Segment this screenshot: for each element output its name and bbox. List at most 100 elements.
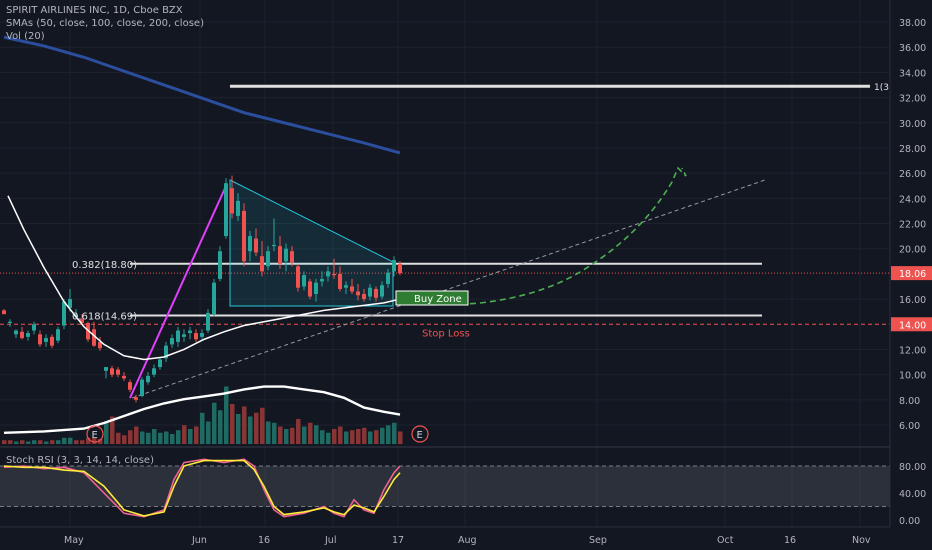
candle-body (296, 266, 300, 288)
candle-body (44, 338, 48, 342)
candle-body (362, 294, 366, 300)
volume-bar (116, 432, 121, 444)
volume-bar (62, 437, 67, 444)
volume-bar (302, 426, 307, 444)
sma-lines (3, 35, 401, 361)
volume-bar (200, 412, 205, 444)
candle-body (374, 288, 378, 298)
volume-bar (152, 429, 157, 444)
volume-bar (320, 430, 325, 444)
earnings-label: E (417, 430, 423, 441)
stoch-tick: 40.00 (899, 489, 926, 500)
candle-body (110, 368, 114, 375)
volume-bar (254, 412, 259, 444)
sma-legend[interactable]: SMAs (50, close, 100, close, 200, close) (6, 18, 204, 29)
volume-bar (326, 432, 331, 444)
candle-body (50, 336, 54, 346)
candle-body (212, 282, 216, 315)
candle-body (218, 251, 222, 279)
volume-bar (242, 406, 247, 444)
stoch-legend-wrap: Stoch RSI (3, 3, 14, 14, close) (6, 454, 154, 467)
price-tick: 36.00 (899, 43, 926, 54)
price-tick: 6.00 (899, 421, 920, 432)
candle-body (386, 272, 390, 284)
volume-bar (350, 430, 355, 444)
candle-body (188, 330, 192, 334)
candle-body (98, 341, 102, 349)
volume-bar (2, 440, 7, 444)
time-tick: 16 (258, 535, 270, 546)
volume-bar (176, 430, 181, 444)
volume-bar (230, 404, 235, 444)
time-tick: Jul (324, 535, 336, 546)
price-tick: 30.00 (899, 119, 926, 130)
time-tick: Oct (717, 535, 734, 546)
candle-body (272, 244, 276, 247)
candle-body (140, 379, 144, 397)
legend: SPIRIT AIRLINES INC, 1D, Cboe BZX SMAs (… (6, 4, 204, 43)
volume-bar (134, 426, 139, 444)
volume-bar (236, 414, 241, 444)
volume-bar (128, 430, 133, 444)
volume-legend[interactable]: Vol (20) (6, 31, 45, 42)
projection-path (399, 166, 687, 306)
stoch-k-line (3, 458, 401, 518)
fib-382-label: 0.382(18.80) (72, 260, 137, 271)
symbol-title[interactable]: SPIRIT AIRLINES INC, 1D, Cboe BZX (6, 5, 183, 16)
volume-bar (248, 416, 253, 444)
candle-body (236, 200, 240, 216)
sma-200-line (3, 35, 401, 155)
time-tick: 17 (392, 535, 404, 546)
candle-body (332, 273, 336, 276)
price-tick: 8.00 (899, 396, 920, 407)
candle-body (26, 333, 30, 337)
candle-body (248, 236, 252, 252)
volume-bar (374, 430, 379, 444)
volume-bar (308, 422, 313, 444)
candle-body (128, 382, 132, 390)
stoch-tick: 80.00 (899, 462, 926, 473)
price-tick: 34.00 (899, 68, 926, 79)
resistance-label: 1(32 (874, 83, 895, 93)
candle-body (290, 251, 294, 263)
volume-bar (8, 440, 13, 444)
candle-body (38, 334, 42, 345)
candle-body (8, 321, 12, 323)
price-tick: 24.00 (899, 194, 926, 205)
candle-body (302, 275, 306, 287)
candle-body (116, 369, 120, 375)
candle-body (266, 251, 270, 267)
fib-618-label: 0.618(14.69) (72, 312, 137, 323)
volume-bar (98, 439, 103, 444)
stoch-legend[interactable]: Stoch RSI (3, 3, 14, 14, close) (6, 455, 154, 466)
time-tick: Jun (191, 535, 207, 546)
chart-labels: 0.382(18.80) 0.618(14.69) 1(32 Stop Loss Buy… (72, 83, 895, 443)
volume-bar (26, 441, 31, 444)
candle-body (20, 331, 24, 339)
volume-bar (86, 437, 91, 444)
candle-body (2, 310, 6, 315)
volume-bar (272, 422, 277, 444)
volume-bar (188, 429, 193, 444)
time-tick: 16 (784, 535, 796, 546)
volume-bar (314, 425, 319, 444)
volume-bar (392, 422, 397, 444)
volume-bars (2, 386, 403, 444)
time-axis-bg (0, 527, 932, 550)
volume-bar (260, 407, 265, 444)
candle-body (104, 367, 108, 371)
candle-body (158, 359, 162, 368)
candle-body (14, 330, 18, 335)
stoch-d-line (3, 459, 401, 517)
volume-bar (32, 440, 37, 444)
volume-bar (386, 425, 391, 444)
price-tick: 26.00 (899, 169, 926, 180)
candle-body (62, 301, 66, 326)
time-tick: Nov (852, 535, 871, 546)
volume-bar (92, 437, 97, 444)
volume-bar (164, 431, 169, 444)
volume-bar (158, 432, 163, 444)
annotations (0, 84, 890, 399)
